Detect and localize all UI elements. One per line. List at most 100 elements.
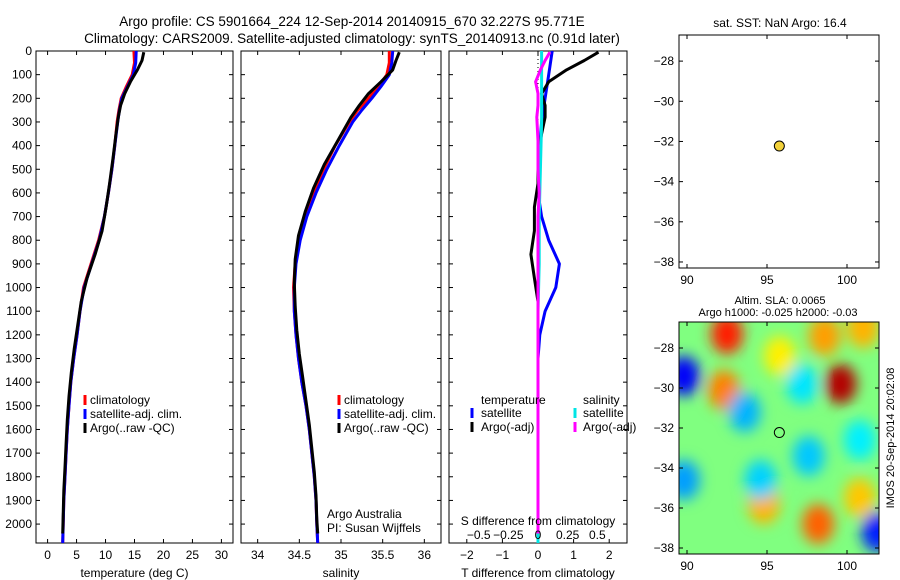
axes-frame [240, 50, 442, 544]
axes-frame [678, 34, 880, 269]
y-tick-label: 0 [25, 44, 32, 58]
heatmap-blob [847, 322, 879, 348]
y-tick-label: −38 [654, 255, 675, 269]
annotation-line: Argo Australia [327, 507, 402, 521]
x-tick-label: 90 [680, 559, 694, 573]
y-tick-label: −34 [654, 175, 675, 189]
x-tick-label: −1 [496, 548, 510, 562]
legend-heading: temperature [481, 393, 546, 407]
y-tick-label: −36 [654, 501, 675, 515]
y-tick-label: 1300 [5, 352, 32, 366]
x-tick-label: 2 [606, 548, 613, 562]
x-tick-label: 35 [334, 548, 348, 562]
temperature-profile-panel: 0100200300400500600700800900100011001200… [5, 44, 234, 580]
y-tick-label: −32 [654, 421, 675, 435]
x-tick-label: 34 [251, 548, 265, 562]
secondary-tick-label: −0.5 [467, 528, 491, 542]
series-line [534, 51, 552, 534]
legend-label: Argo(..raw -QC) [344, 421, 429, 435]
legend-label: Argo(..raw -QC) [90, 421, 175, 435]
heatmap-blob [843, 420, 876, 460]
y-tick-label: −36 [654, 215, 675, 229]
series-line [292, 50, 395, 544]
y-tick-label: −30 [654, 381, 675, 395]
header-line-1: Argo profile: CS 5901664_224 12-Sep-2014… [119, 14, 584, 29]
secondary-tick-label: 0.25 [556, 528, 580, 542]
heatmap-blob [728, 392, 761, 432]
y-tick-label: 2000 [5, 517, 32, 531]
salinity-profile-panel: 34 34.5 35 35.5 36 salinity climatologysatelli… [240, 50, 442, 580]
heatmap-blob [679, 460, 700, 500]
secondary-tick-label: −0.25 [493, 528, 524, 542]
legend-label: satellite-adj. clim. [344, 407, 436, 421]
x-tick-label: 95 [760, 559, 774, 573]
legend-label: Argo(-adj) [481, 420, 534, 434]
float-position-marker [773, 427, 785, 439]
x-tick-label: 5 [73, 548, 80, 562]
x-tick-label: 0 [535, 548, 542, 562]
x-tick-label: 10 [99, 548, 113, 562]
series-line [61, 50, 138, 544]
x-tick-label: 35.5 [371, 548, 395, 562]
y-tick-label: −38 [654, 541, 675, 555]
series-line [61, 51, 146, 534]
x-tick-label: 30 [215, 548, 229, 562]
x-axis-label: salinity [323, 566, 360, 580]
heatmap-blob [744, 460, 777, 500]
heatmap-blob [786, 364, 819, 404]
series-line [61, 50, 136, 544]
y-tick-label: −34 [654, 461, 675, 475]
y-tick-label: 400 [12, 139, 32, 153]
y-tick-label: 1200 [5, 328, 32, 342]
y-tick-label: 1600 [5, 422, 32, 436]
x-tick-label: 20 [157, 548, 171, 562]
y-tick-label: 200 [12, 91, 32, 105]
heatmap-blob [843, 478, 876, 518]
heatmap-blob [861, 512, 879, 552]
y-tick-label: 800 [12, 233, 32, 247]
heatmap-blob [763, 336, 796, 376]
heatmap-blob [802, 504, 835, 544]
imos-timestamp: IMOS 20-Sep-2014 20:02:08 [885, 368, 897, 509]
y-tick-label: 1800 [5, 470, 32, 484]
x-tick-label: 0 [44, 548, 51, 562]
heatmap-blob [808, 322, 841, 356]
y-tick-label: 1400 [5, 375, 32, 389]
legend-label: climatology [90, 393, 150, 407]
secondary-tick-label: 0.5 [589, 528, 606, 542]
series-line [292, 51, 391, 544]
heatmap-blobs [679, 322, 879, 552]
y-tick-label: −28 [654, 341, 675, 355]
x-tick-label: 95 [760, 273, 774, 287]
x-tick-label: 100 [837, 273, 857, 287]
y-tick-label: 1500 [5, 399, 32, 413]
altimetry-title-line-2: Argo h1000: -0.025 h2000: -0.03 [698, 307, 857, 319]
y-tick-label: 500 [12, 162, 32, 176]
y-tick-label: −28 [654, 54, 675, 68]
altimetry-map-panel: 90 95 100 −28 −30 −32 −34 −36 −38 [654, 321, 880, 573]
y-tick-label: 100 [12, 68, 32, 82]
x-tick-label: 90 [680, 273, 694, 287]
secondary-axis-label: S difference from climatology [461, 514, 616, 528]
x-axis-label: T difference from climatology [461, 566, 615, 580]
x-tick-label: 36 [418, 548, 432, 562]
legend-label: Argo(-adj) [583, 420, 636, 434]
x-axis-label: temperature (deg C) [80, 566, 188, 580]
header-line-2: Climatology: CARS2009. Satellite-adjuste… [84, 31, 620, 46]
series-line [292, 51, 401, 534]
x-tick-label: −2 [460, 548, 474, 562]
x-tick-label: 1 [570, 548, 577, 562]
axes-frame [678, 321, 880, 555]
x-tick-label: 25 [186, 548, 200, 562]
heatmap-blob [824, 364, 857, 404]
heatmap-blob [711, 322, 743, 354]
legend-label: satellite-adj. clim. [90, 407, 182, 421]
sst-map-panel: 90 95 100 −28 −30 −32 −34 −36 −38 [654, 34, 880, 287]
y-tick-label: 600 [12, 186, 32, 200]
annotation-line: PI: Susan Wijffels [327, 521, 421, 535]
secondary-tick-label: 0 [535, 528, 542, 542]
y-tick-label: 700 [12, 210, 32, 224]
x-tick-label: 15 [128, 548, 142, 562]
heatmap-field [679, 322, 879, 554]
